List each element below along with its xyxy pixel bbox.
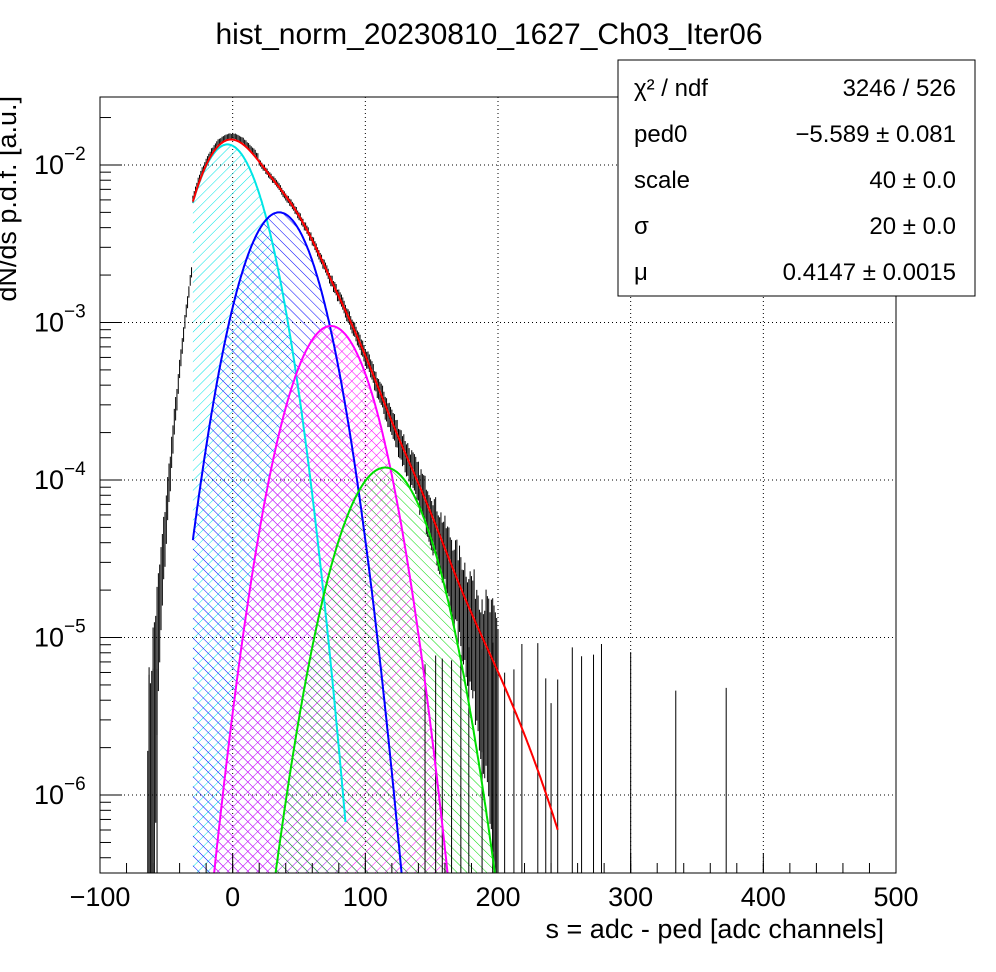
stats-row-label: ped0 bbox=[634, 121, 687, 148]
x-tick-label: 400 bbox=[741, 882, 786, 912]
x-tick-label: 100 bbox=[343, 882, 388, 912]
component-fills bbox=[192, 144, 498, 873]
chart-title: hist_norm_20230810_1627_Ch03_Iter06 bbox=[215, 18, 762, 51]
fit-curves bbox=[191, 138, 559, 873]
stats-row-value: 3246 / 526 bbox=[843, 75, 956, 102]
y-tick-label: 10−2 bbox=[34, 144, 86, 180]
fit-stats-box: χ² / ndf 3246 / 526 ped0 −5.589 ± 0.081 scal… bbox=[617, 59, 976, 297]
component-curve bbox=[191, 143, 347, 822]
x-tick-label: 300 bbox=[608, 882, 653, 912]
y-tick-label: 10−6 bbox=[34, 774, 86, 810]
stats-row-label: χ² / ndf bbox=[634, 75, 708, 102]
y-tick-label: 10−3 bbox=[34, 301, 86, 337]
x-tick-label: −100 bbox=[70, 882, 131, 912]
stats-row-label: μ bbox=[634, 259, 648, 286]
stats-row-label: σ bbox=[634, 213, 649, 240]
stats-row-value: 0.4147 ± 0.0015 bbox=[783, 259, 956, 286]
x-axis: −100 0 100 200 300 400 500 bbox=[70, 853, 919, 912]
component-fill bbox=[272, 467, 498, 873]
y-axis: 10−2 10−3 10−4 10−5 10−6 bbox=[34, 117, 122, 859]
x-tick-label: 0 bbox=[225, 882, 240, 912]
x-axis-label: s = adc - ped [adc channels] bbox=[546, 914, 884, 944]
stats-box-frame bbox=[617, 59, 976, 297]
total-fit-curve bbox=[191, 138, 559, 831]
stats-row-label: scale bbox=[634, 167, 690, 194]
x-tick-label: 500 bbox=[873, 882, 918, 912]
stats-row-value: 20 ± 0.0 bbox=[869, 213, 956, 240]
stats-row-value: −5.589 ± 0.081 bbox=[795, 121, 956, 148]
component-curve bbox=[274, 466, 496, 873]
component-curve bbox=[191, 211, 403, 873]
stats-row-value: 40 ± 0.0 bbox=[869, 167, 956, 194]
y-tick-label: 10−5 bbox=[34, 617, 86, 653]
component-curve bbox=[213, 325, 449, 873]
x-tick-label: 200 bbox=[475, 882, 520, 912]
y-axis-label: dN/ds p.d.f. [a.u.] bbox=[0, 96, 22, 302]
y-tick-label: 10−4 bbox=[34, 459, 86, 495]
